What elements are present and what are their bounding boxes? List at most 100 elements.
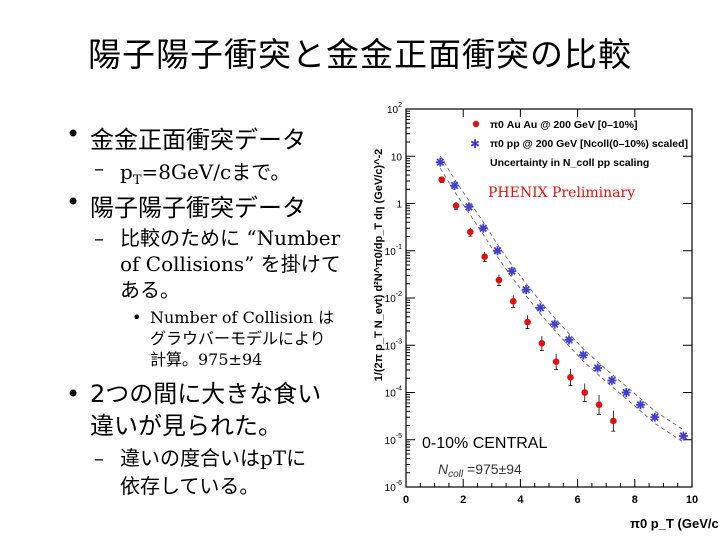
auau-marker <box>595 401 603 409</box>
auau-marker <box>481 253 488 260</box>
bullet-pp-data: 陽子陽子衝突データ <box>66 188 306 223</box>
y-axis-label: 1/(2π p_T N_evt) d²N^π0/dp_T dη (GeV/c)^… <box>373 149 385 382</box>
legend-pp-marker: ✱ <box>470 137 480 151</box>
x-tick-label: 10 <box>686 494 698 506</box>
pp-star-stroke <box>436 158 445 167</box>
ncoll-value: =975±94 <box>463 461 522 477</box>
x-tick-label: 0 <box>403 494 409 506</box>
auau-point <box>509 295 517 308</box>
pp-point <box>478 223 488 233</box>
legend: π0 Au Au @ 200 GeV [0–10%] ✱ π0 pp @ 200… <box>470 119 688 169</box>
pp-point <box>578 350 588 360</box>
pp-point <box>607 375 617 385</box>
pp-uncertainty-lower <box>439 168 684 443</box>
pp-star-stroke <box>522 285 530 294</box>
auau-point <box>452 202 460 210</box>
pp-point <box>550 319 560 329</box>
difference-line-1: 2つの間に大きな食い <box>90 380 322 408</box>
bullet-difference: 2つの間に大きな食い 違いが見られた。 <box>66 378 322 442</box>
auau-marker <box>567 373 574 381</box>
pp-star-stroke <box>636 400 645 409</box>
pp-star-stroke <box>507 267 516 276</box>
auau-marker <box>467 228 474 236</box>
pp-star-stroke <box>465 202 473 211</box>
pp-star-stroke <box>493 246 502 255</box>
auau-marker <box>495 276 503 284</box>
pp-point <box>636 400 646 410</box>
glauber-line-2: グラウバーモデルにより <box>150 329 326 348</box>
bullet-ncoll-scaling: 比較のために “Number of Collisions” を掛けて ある。 <box>94 225 341 303</box>
bullet-glauber-model: Number of Collision は グラウバーモデルにより 計算。975… <box>132 307 335 370</box>
y-tick-label: 10-4 <box>385 386 402 400</box>
y-tick-exponent: -1 <box>396 244 402 251</box>
x-tick-label: 6 <box>575 494 581 506</box>
glauber-line-1: Number of Collision は <box>150 308 335 327</box>
legend-auau-marker <box>472 120 480 128</box>
auau-point <box>552 353 560 370</box>
ncoll-n: N <box>438 461 449 477</box>
pt-range-text: =8GeV/cまで。 <box>141 160 291 184</box>
phenix-preliminary-label: PHENIX Preliminary <box>488 185 635 201</box>
pp-star-stroke <box>579 351 588 359</box>
auau-marker <box>581 389 589 396</box>
pp-point <box>493 246 503 256</box>
y-tick-exponent: -2 <box>396 291 402 298</box>
pp-star-stroke <box>450 181 459 190</box>
pp-point <box>564 335 574 345</box>
x-tick-label: 2 <box>460 494 466 506</box>
y-tick-exponent: -6 <box>396 480 402 487</box>
pp-point <box>450 181 460 191</box>
pp-uncertainty-upper <box>439 155 684 431</box>
x-tick-label: 4 <box>517 494 524 506</box>
pp-point <box>521 285 531 295</box>
bullet-pt-dependence: 違いの度合いはpTに 依存している。 <box>94 444 307 500</box>
auau-point <box>567 368 574 387</box>
difference-line-2: 違いが見られた。 <box>90 412 282 440</box>
ncoll-line-3: ある。 <box>120 278 180 302</box>
legend-uncert-label: Uncertainty in N_coll pp scaling <box>490 157 649 169</box>
legend-auau-label: π0 Au Au @ 200 GeV [0–10%] <box>490 119 637 131</box>
y-tick-label: 1 <box>396 200 402 211</box>
pp-star-stroke <box>622 388 631 397</box>
auau-point <box>495 274 503 286</box>
y-tick-exponent: -5 <box>396 433 402 440</box>
auau-point <box>467 227 474 237</box>
y-tick-label: 10-5 <box>385 433 402 447</box>
pp-star-stroke <box>679 432 688 440</box>
y-tick-label: 10-1 <box>385 244 402 258</box>
pp-point <box>435 157 445 167</box>
auau-point <box>595 395 603 415</box>
bullet-auau-data: 金金正面衝突データ <box>66 120 306 155</box>
pp-point <box>464 202 474 212</box>
auau-marker <box>452 202 460 209</box>
x-axis-label: π0 p_T (GeV/c) <box>630 516 718 531</box>
ncoll-line-2: of Collisions” を掛けて <box>120 252 341 276</box>
y-tick-label: 10-2 <box>385 291 402 305</box>
auau-point <box>481 251 488 262</box>
pp-star-stroke <box>650 413 659 422</box>
auau-point <box>438 176 446 184</box>
pp-star-stroke <box>608 376 616 385</box>
auau-marker <box>538 339 546 347</box>
ncoll-label: Ncoll =975±94 <box>438 461 522 480</box>
centrality-label: 0-10% CENTRAL <box>422 435 547 452</box>
y-tick-exponent: -3 <box>396 338 402 345</box>
pt-dependence-line-1: 違いの度合いはpTに <box>120 446 307 470</box>
y-tick-exponent: 2 <box>398 102 402 109</box>
pt-subscript: T <box>132 173 142 188</box>
auau-point <box>610 410 617 432</box>
pp-point <box>621 388 631 397</box>
ncoll-sub: coll <box>448 469 464 480</box>
auau-marker <box>438 176 446 183</box>
y-tick-label: 102 <box>387 102 402 116</box>
pp-star-stroke <box>536 303 545 312</box>
legend-pp-label: π0 pp @ 200 GeV [Ncoll(0–10%) scaled] <box>490 138 688 150</box>
ncoll-line-1: 比較のために “Number <box>120 226 341 250</box>
pp-star-stroke <box>479 224 488 233</box>
y-tick-label: 10-3 <box>385 338 402 352</box>
y-tick-label: 10-6 <box>385 480 402 494</box>
pt-dependence-line-2: 依存している。 <box>120 474 260 498</box>
y-tick-exponent: -4 <box>396 386 402 393</box>
auau-marker <box>610 417 617 425</box>
pp-star-stroke <box>593 364 602 372</box>
